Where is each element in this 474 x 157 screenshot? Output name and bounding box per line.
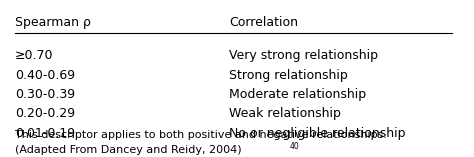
Text: 0.20-0.29: 0.20-0.29 xyxy=(15,107,75,120)
Text: Strong relationship: Strong relationship xyxy=(229,69,348,82)
Text: 40: 40 xyxy=(289,142,299,151)
Text: No or negligible relationship: No or negligible relationship xyxy=(229,127,406,140)
Text: 0.01-0.19: 0.01-0.19 xyxy=(15,127,75,140)
Text: Moderate relationship: Moderate relationship xyxy=(229,88,366,101)
Text: 0.40-0.69: 0.40-0.69 xyxy=(15,69,75,82)
Text: ≥0.70: ≥0.70 xyxy=(15,49,54,62)
Text: Very strong relationship: Very strong relationship xyxy=(229,49,378,62)
Text: Correlation: Correlation xyxy=(229,16,298,29)
Text: 0.30-0.39: 0.30-0.39 xyxy=(15,88,75,101)
Text: This descriptor applies to both positive and negative relationships.: This descriptor applies to both positive… xyxy=(15,130,387,140)
Text: Weak relationship: Weak relationship xyxy=(229,107,341,120)
Text: Spearman ρ: Spearman ρ xyxy=(15,16,91,29)
Text: (Adapted From Dancey and Reidy, 2004): (Adapted From Dancey and Reidy, 2004) xyxy=(15,145,242,155)
